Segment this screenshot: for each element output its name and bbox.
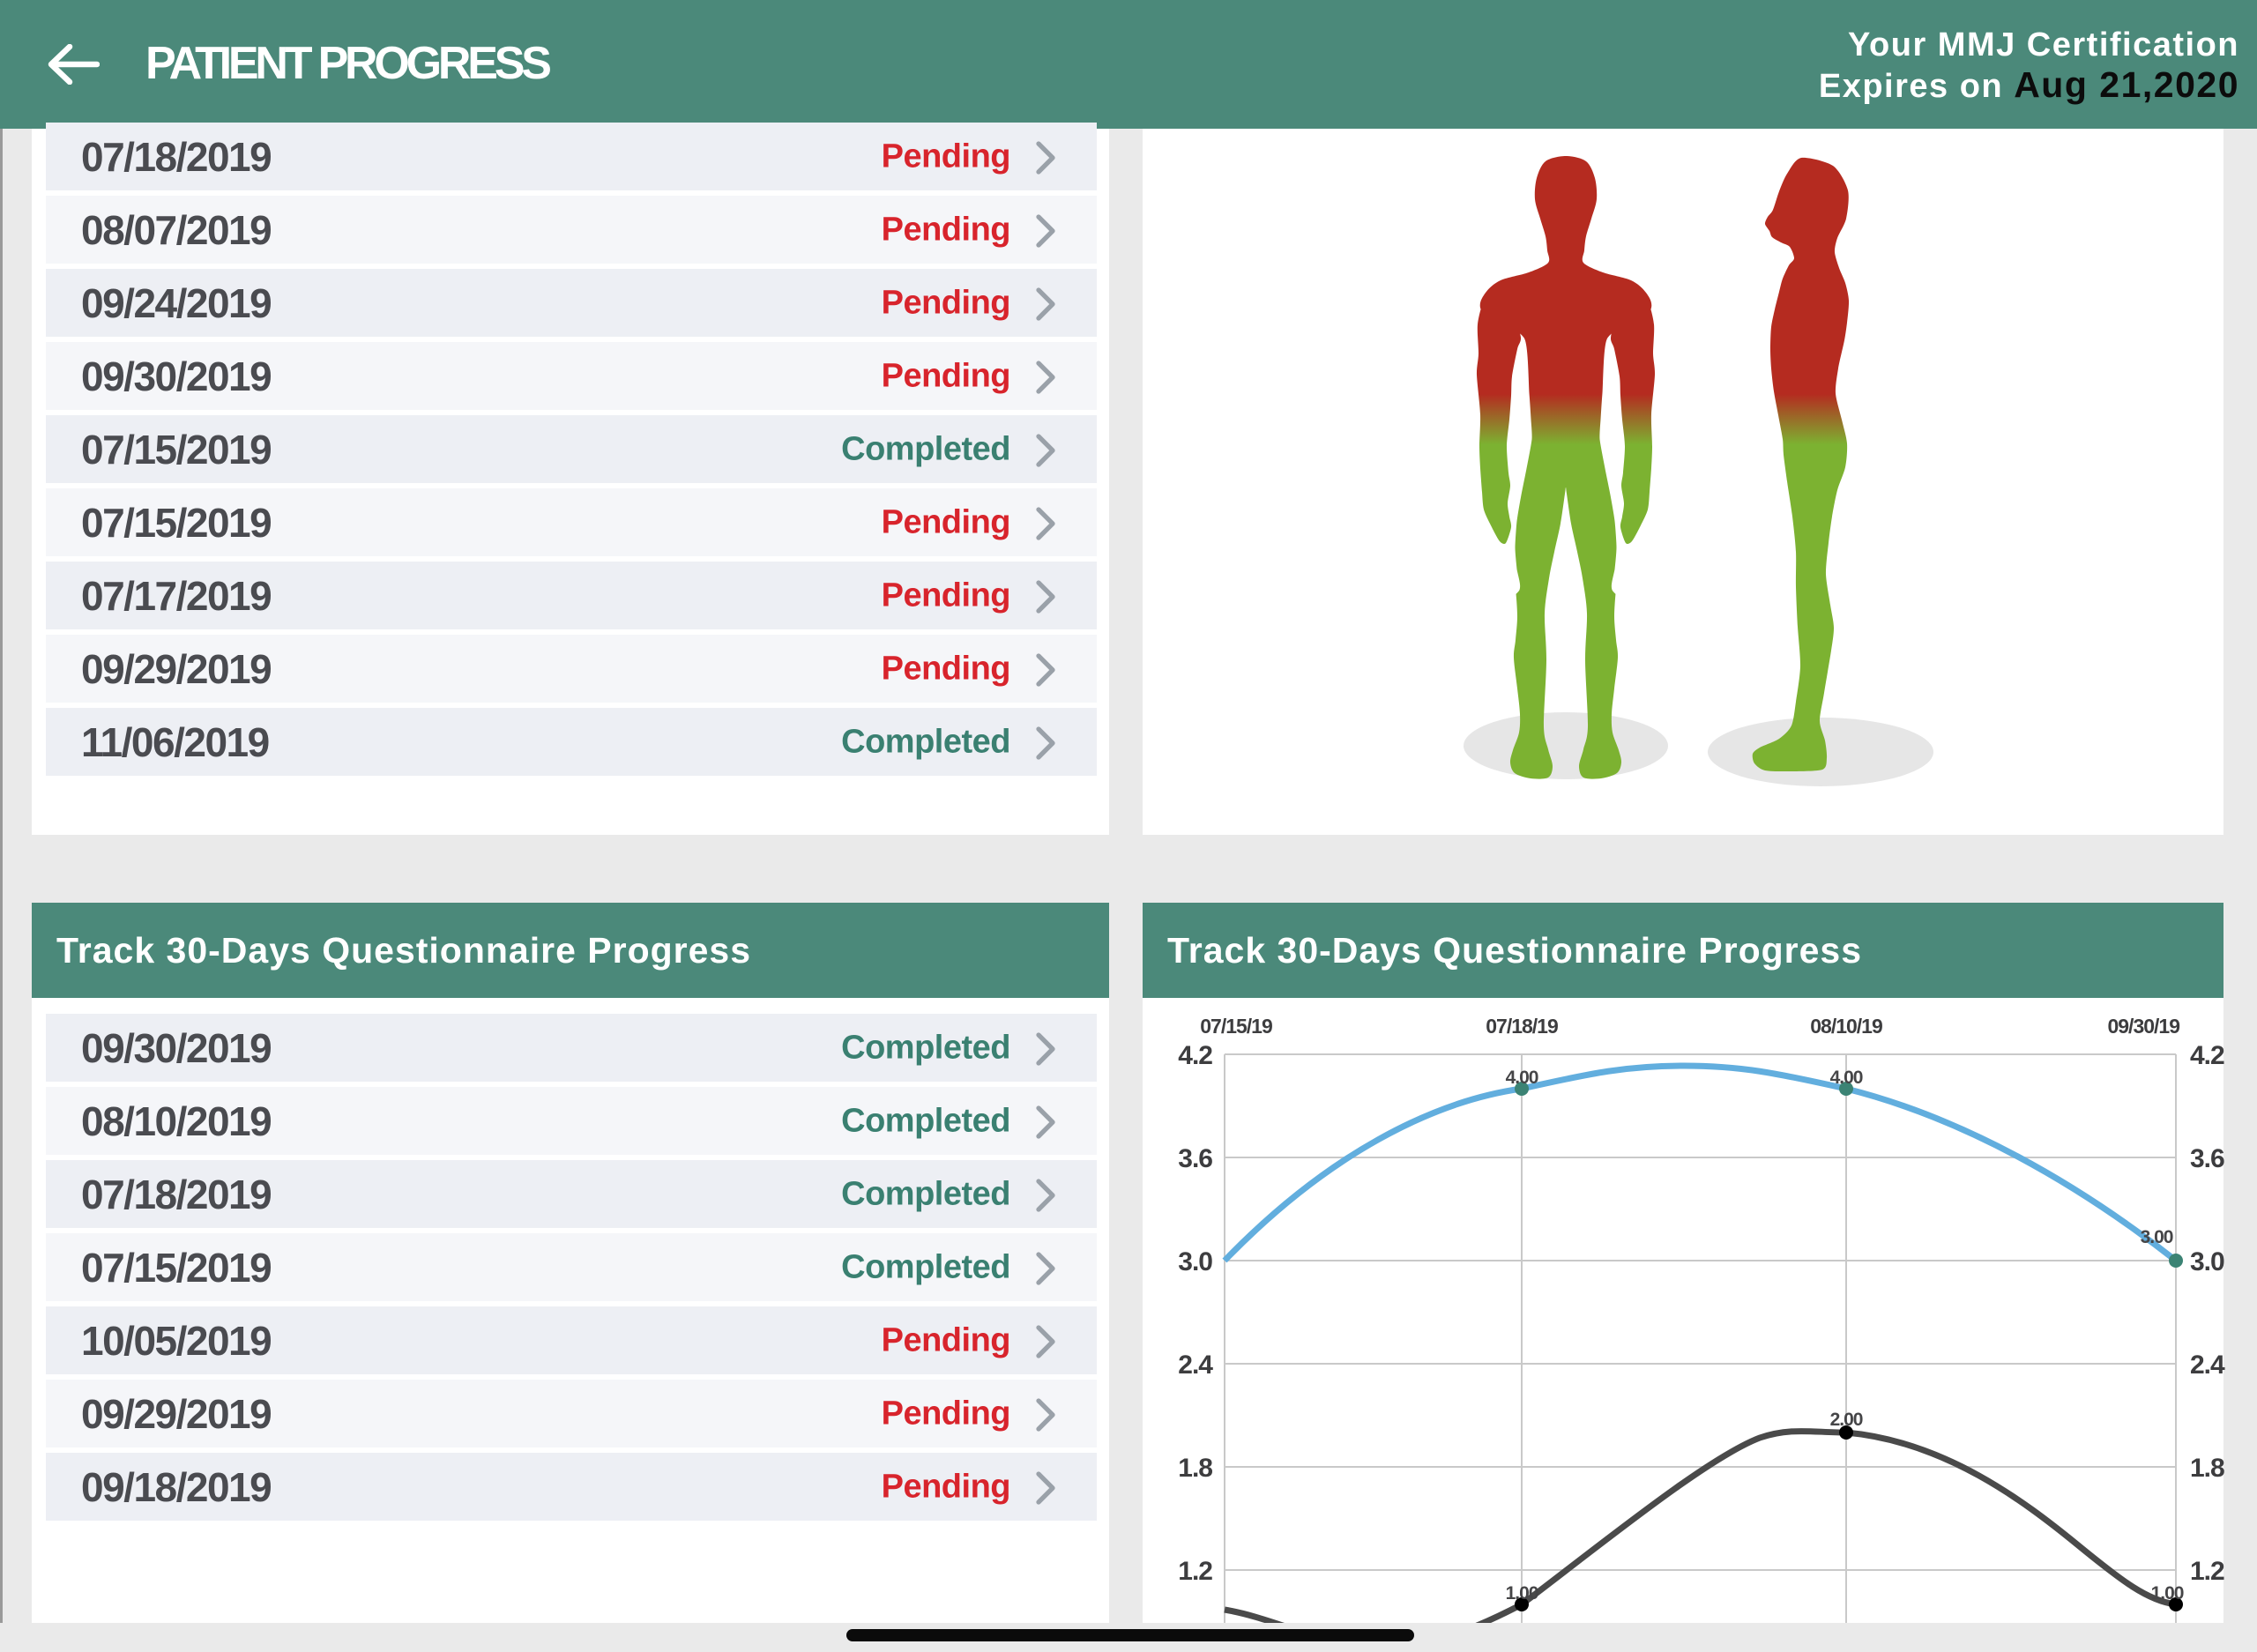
svg-text:1.00: 1.00: [2151, 1583, 2184, 1604]
svg-text:3.0: 3.0: [1178, 1247, 1212, 1276]
svg-text:4.2: 4.2: [2190, 1041, 2224, 1070]
svg-text:1.2: 1.2: [2190, 1557, 2224, 1586]
svg-text:2.4: 2.4: [2190, 1351, 2225, 1380]
svg-text:4.2: 4.2: [1178, 1041, 1212, 1070]
svg-text:08/10/19: 08/10/19: [1810, 1015, 1882, 1038]
svg-text:07/18/19: 07/18/19: [1486, 1015, 1558, 1038]
svg-text:1.8: 1.8: [2190, 1454, 2224, 1483]
svg-text:1.8: 1.8: [1178, 1454, 1212, 1483]
svg-text:4.00: 4.00: [1830, 1068, 1863, 1088]
svg-text:3.6: 3.6: [1178, 1144, 1212, 1173]
svg-text:1.00: 1.00: [1506, 1583, 1538, 1604]
svg-text:07/15/19: 07/15/19: [1200, 1015, 1272, 1038]
svg-text:3.6: 3.6: [2190, 1144, 2224, 1173]
svg-text:4.00: 4.00: [1506, 1068, 1538, 1088]
svg-text:1.2: 1.2: [1178, 1557, 1212, 1586]
svg-text:3.00: 3.00: [2141, 1227, 2173, 1247]
svg-text:2.4: 2.4: [1178, 1351, 1213, 1380]
svg-text:3.0: 3.0: [2190, 1247, 2224, 1276]
svg-text:2.00: 2.00: [1830, 1410, 1863, 1430]
svg-text:09/30/19: 09/30/19: [2107, 1015, 2179, 1038]
